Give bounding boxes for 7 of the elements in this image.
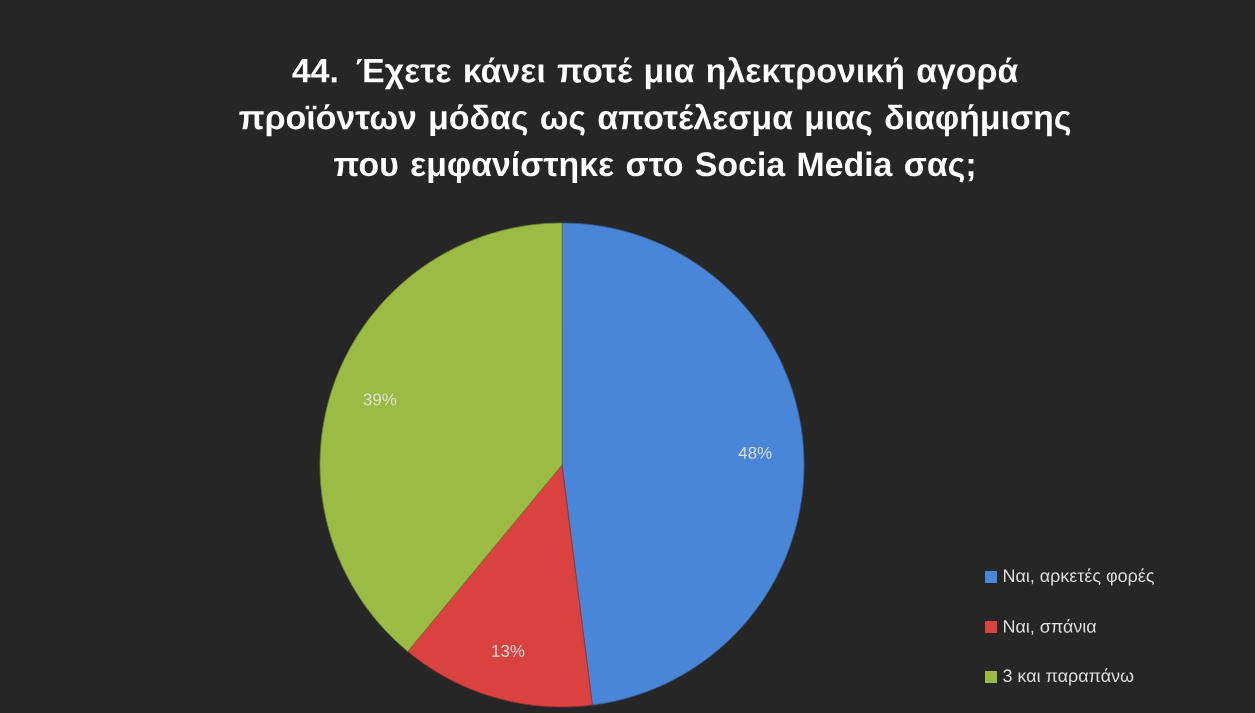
- legend-label: Ναι, αρκετές φορές: [1003, 568, 1154, 586]
- legend-label: 3 και παραπάνω: [1003, 668, 1134, 686]
- chart-title: 44. Έχετε κάνει ποτέ μια ηλεκτρονική αγορά προϊόντων μόδας ως αποτέλεσμα μιας διαφήμισης που εμφανίστηκε στο Socia Media σας;: [239, 56, 1071, 184]
- data-label: 13%: [492, 644, 525, 657]
- legend-label: Ναι, σπάνια: [1003, 619, 1097, 635]
- data-label: 39%: [363, 393, 397, 406]
- data-label: 48%: [738, 446, 772, 459]
